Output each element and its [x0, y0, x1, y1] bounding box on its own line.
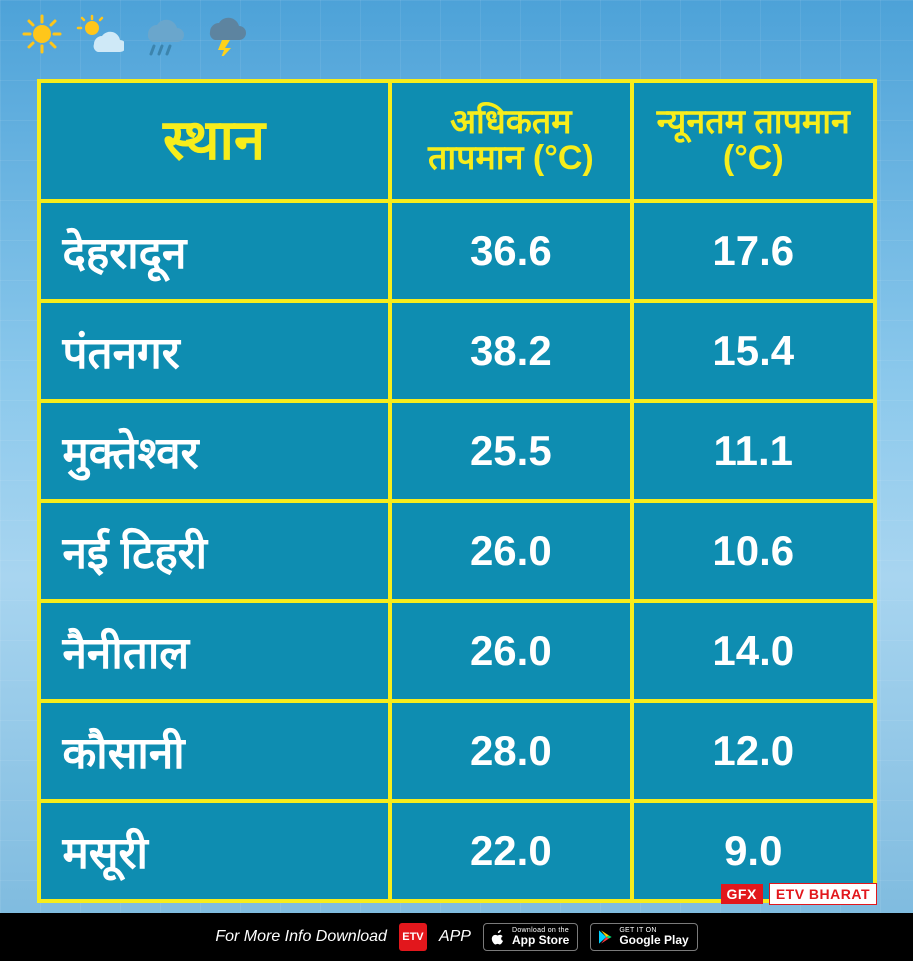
- cell-max: 22.0: [390, 801, 632, 901]
- cell-max: 26.0: [390, 601, 632, 701]
- cell-min: 17.6: [632, 201, 874, 301]
- gfx-credit: GFX ETV BHARAT: [721, 883, 877, 905]
- app-store-bottom: App Store: [512, 934, 569, 947]
- page: स्थान अधिकतम तापमान (°C) न्यूनतम तापमान …: [0, 0, 913, 961]
- table-row: नैनीताल 26.0 14.0: [39, 601, 875, 701]
- table-row: पंतनगर 38.2 15.4: [39, 301, 875, 401]
- rain-cloud-icon: [138, 12, 186, 56]
- table-row: मुक्तेश्वर 25.5 11.1: [39, 401, 875, 501]
- cell-place: देहरादून: [39, 201, 390, 301]
- cell-max: 36.6: [390, 201, 632, 301]
- cell-place: पंतनगर: [39, 301, 390, 401]
- cell-place: नैनीताल: [39, 601, 390, 701]
- cell-place: मसूरी: [39, 801, 390, 901]
- cell-place: मुक्तेश्वर: [39, 401, 390, 501]
- cell-min: 12.0: [632, 701, 874, 801]
- header-min: न्यूनतम तापमान (°C): [632, 81, 874, 201]
- google-play-badge[interactable]: GET IT ON Google Play: [590, 923, 697, 951]
- cell-max: 25.5: [390, 401, 632, 501]
- cell-min: 15.4: [632, 301, 874, 401]
- table-header-row: स्थान अधिकतम तापमान (°C) न्यूनतम तापमान …: [39, 81, 875, 201]
- sun-icon: [22, 14, 62, 54]
- cell-max: 26.0: [390, 501, 632, 601]
- cell-min: 11.1: [632, 401, 874, 501]
- header-place: स्थान: [39, 81, 390, 201]
- footer-lead-text: For More Info Download: [215, 928, 387, 946]
- cell-max: 28.0: [390, 701, 632, 801]
- etv-logo-icon: ETV: [399, 923, 427, 951]
- google-play-icon: [597, 929, 613, 945]
- sun-cloud-icon: [76, 14, 124, 54]
- app-store-badge[interactable]: Download on the App Store: [483, 923, 578, 951]
- apple-icon: [490, 929, 506, 945]
- table-row: कौसानी 28.0 12.0: [39, 701, 875, 801]
- footer-bar: For More Info Download ETV APP Download …: [0, 913, 913, 961]
- cell-place: नई टिहरी: [39, 501, 390, 601]
- cell-min: 14.0: [632, 601, 874, 701]
- footer-app-word: APP: [439, 928, 471, 946]
- header-max: अधिकतम तापमान (°C): [390, 81, 632, 201]
- weather-table: स्थान अधिकतम तापमान (°C) न्यूनतम तापमान …: [37, 79, 877, 903]
- content-area: स्थान अधिकतम तापमान (°C) न्यूनतम तापमान …: [0, 0, 913, 961]
- google-play-bottom: Google Play: [619, 934, 688, 947]
- gfx-label-right: ETV BHARAT: [769, 883, 877, 905]
- storm-cloud-icon: [200, 12, 248, 56]
- cell-max: 38.2: [390, 301, 632, 401]
- table-row: देहरादून 36.6 17.6: [39, 201, 875, 301]
- cell-min: 10.6: [632, 501, 874, 601]
- cell-place: कौसानी: [39, 701, 390, 801]
- weather-icon-row: [22, 12, 248, 56]
- gfx-label-left: GFX: [721, 884, 763, 904]
- table-row: नई टिहरी 26.0 10.6: [39, 501, 875, 601]
